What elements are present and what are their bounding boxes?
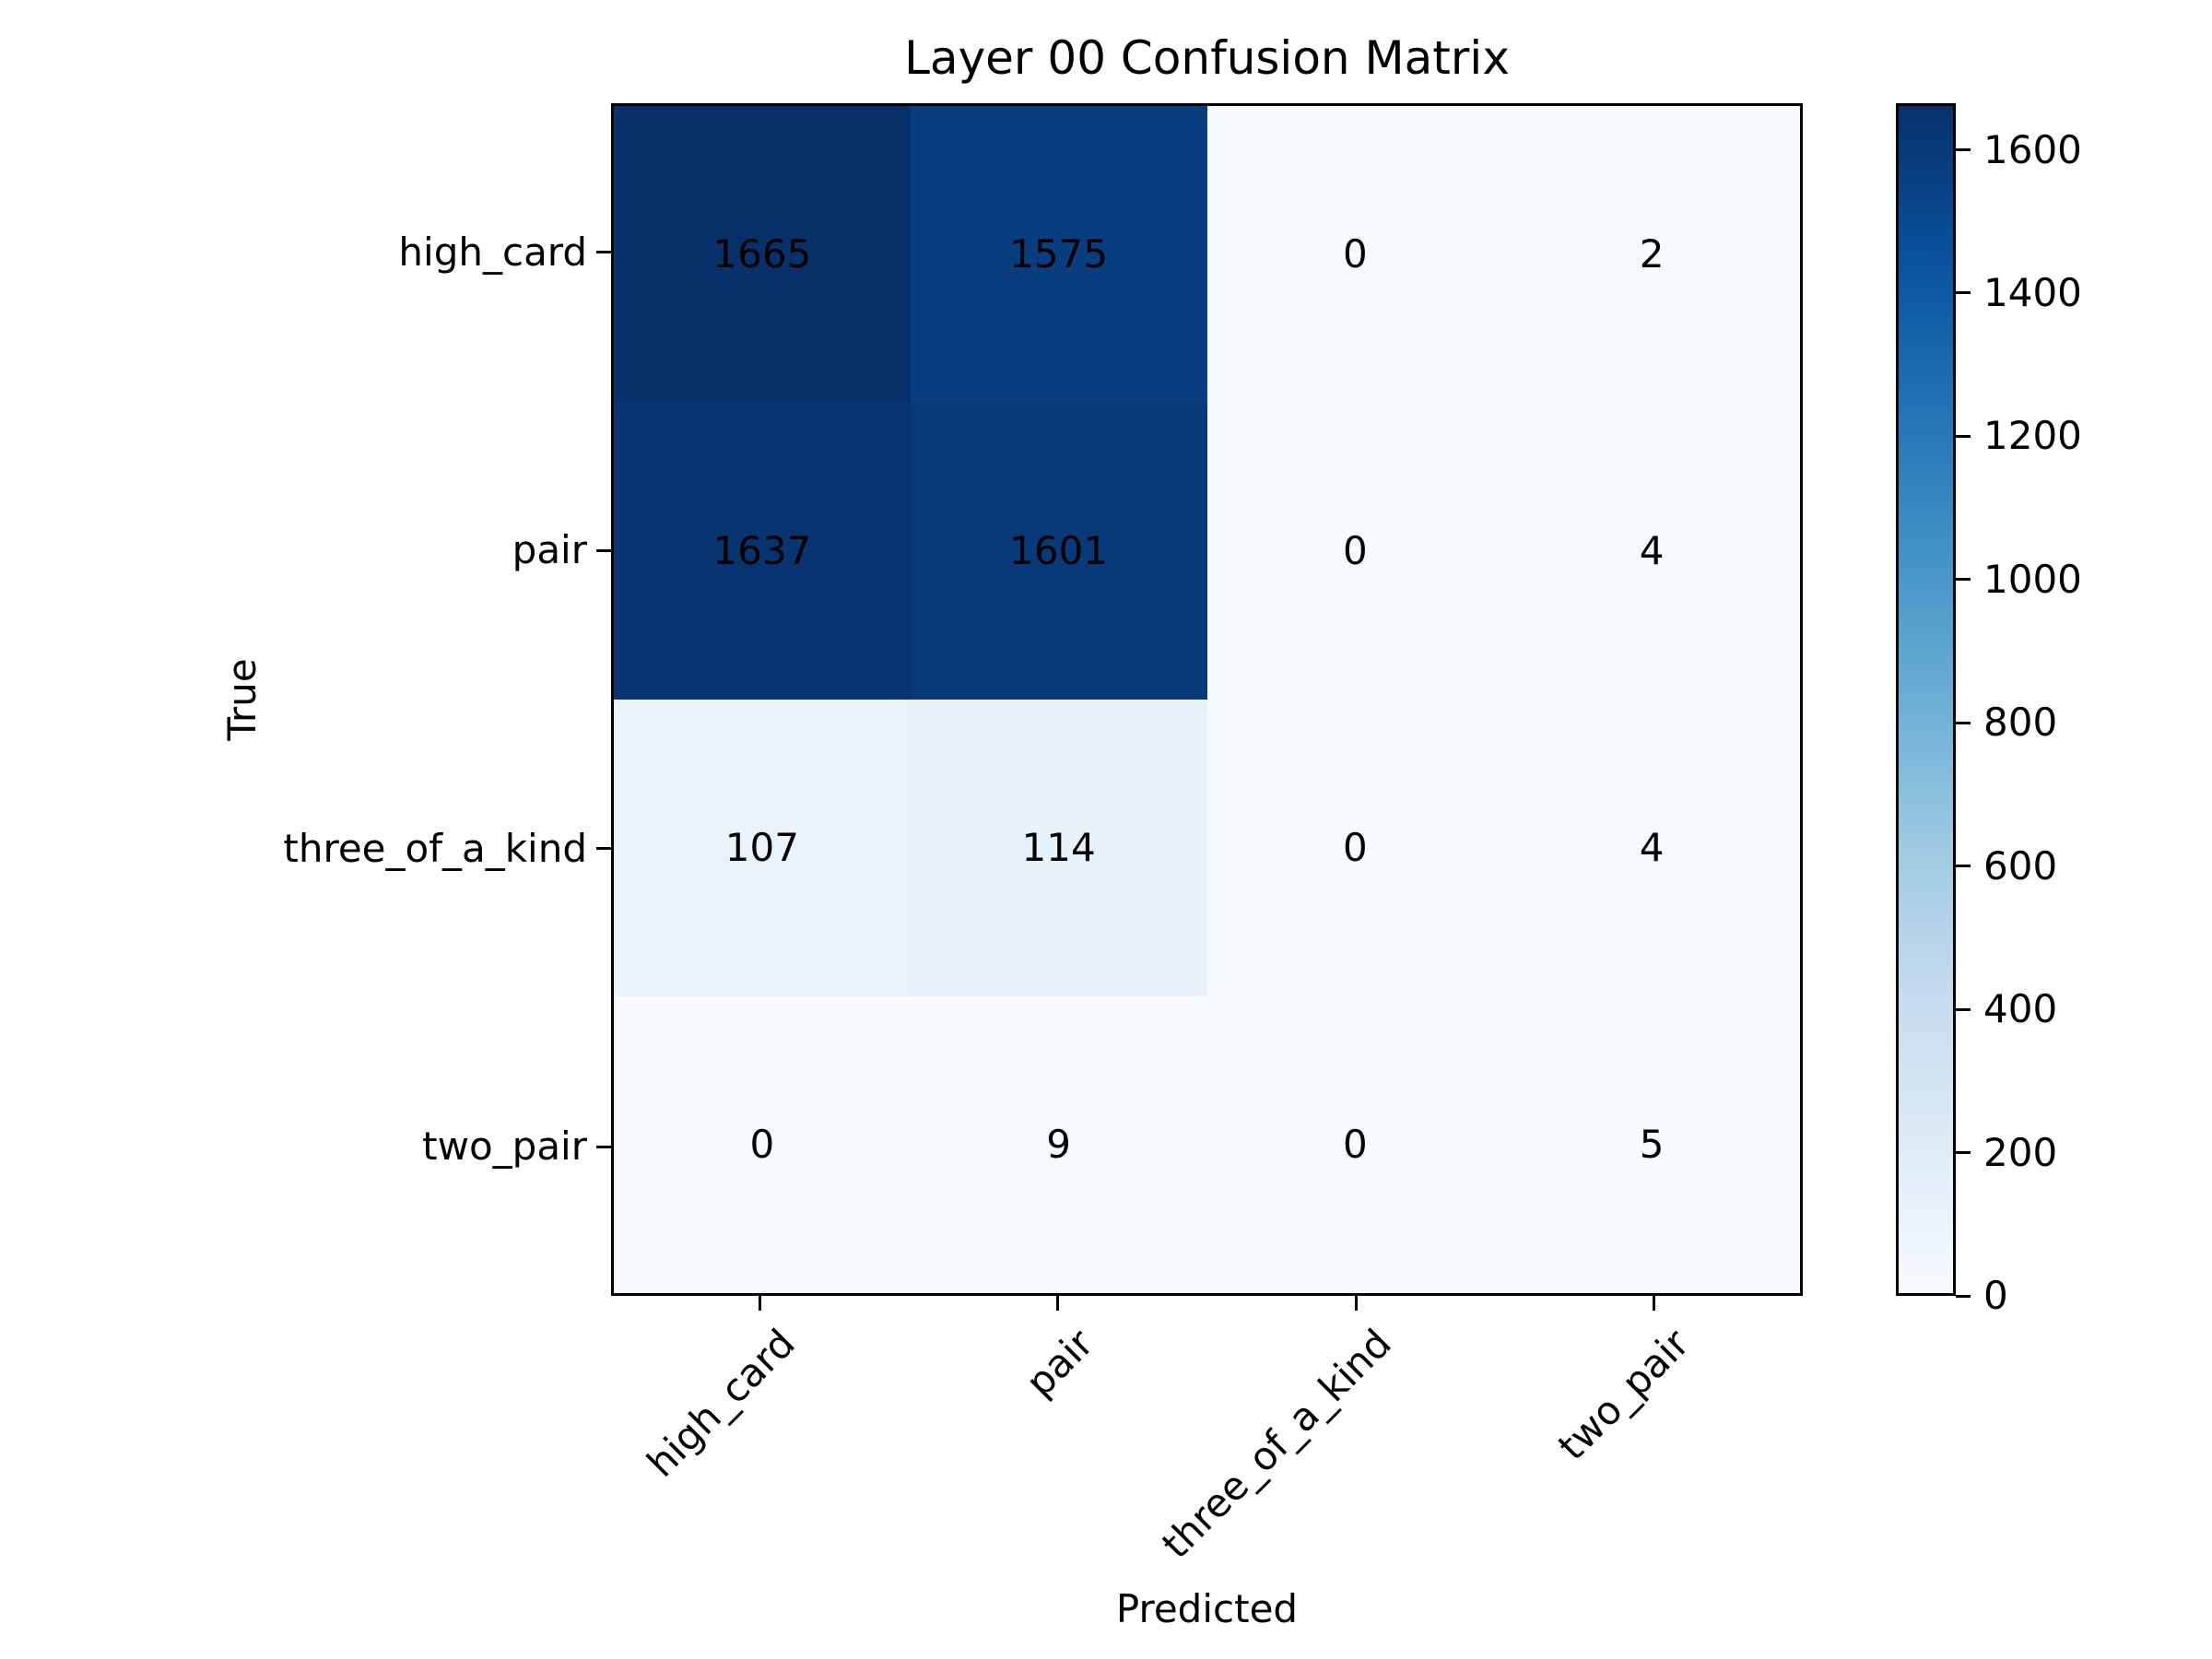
x-tickmark [759,1296,762,1311]
matrix-cell: 4 [1503,403,1800,700]
matrix-cell: 0 [1206,403,1504,700]
y-tickmark [596,847,611,851]
x-tick-label: two_pair [1548,1320,1698,1469]
x-tickmark [1354,1296,1358,1311]
matrix-cell: 4 [1503,700,1800,996]
cell-value: 9 [1046,1122,1071,1167]
matrix-cell: 1575 [910,106,1207,403]
colorbar-tick-label: 1200 [1983,413,2082,459]
x-tickmark [1056,1296,1060,1311]
matrix-cell: 107 [614,700,911,996]
colorbar-tickmark [1956,434,1971,438]
colorbar-tickmark [1956,148,1971,152]
colorbar-tickmark [1956,578,1971,582]
colorbar-tick-label: 1600 [1983,126,2082,172]
x-tick-label: pair [1016,1320,1102,1406]
colorbar-tickmark [1956,1294,1971,1298]
matrix-cell: 0 [1206,700,1504,996]
x-tickmark [1652,1296,1655,1311]
matrix-cell: 0 [1206,996,1504,1293]
colorbar-tick-label: 400 [1983,986,2058,1032]
x-tick-label: high_card [638,1320,804,1486]
matrix-cell: 1665 [614,106,911,403]
matrix-cell: 0 [614,996,911,1293]
colorbar-tick-label: 1000 [1983,556,2082,602]
colorbar-tickmark [1956,721,1971,724]
matrix-cell: 1637 [614,403,911,700]
cell-value: 1575 [1009,231,1109,276]
cell-value: 0 [1343,231,1368,276]
cell-value: 1665 [712,231,812,276]
cell-value: 107 [724,825,799,870]
matrix-cell: 9 [910,996,1207,1293]
chart-title: Layer 00 Confusion Matrix [904,31,1510,85]
y-tick-label: pair [512,527,587,573]
y-tickmark [596,251,611,254]
matrix-cell: 114 [910,700,1207,996]
y-tickmark [596,1145,611,1148]
colorbar-tick-label: 200 [1983,1129,2058,1175]
matrix-cell: 2 [1503,106,1800,403]
y-tick-label: high_card [398,229,587,275]
cell-value: 0 [1343,1122,1368,1167]
colorbar-tickmark [1956,291,1971,295]
cell-value: 5 [1639,1122,1665,1167]
y-axis-label: True [219,658,265,741]
matrix-cell: 1601 [910,403,1207,700]
colorbar-tickmark [1956,865,1971,868]
heatmap-grid: 1665 1575 0 2 1637 1601 0 4 107 114 0 4 0 9 0 5 [611,103,1803,1296]
matrix-cell: 5 [1503,996,1800,1293]
cell-value: 0 [1343,825,1368,870]
y-tick-label: three_of_a_kind [283,825,587,871]
cell-value: 0 [749,1122,775,1167]
colorbar-tick-label: 600 [1983,842,2058,888]
y-tick-label: two_pair [422,1124,587,1170]
colorbar-tick-label: 1400 [1983,269,2082,315]
colorbar-tick-label: 800 [1983,700,2058,746]
y-tickmark [596,548,611,552]
x-axis-label: Predicted [1115,1586,1299,1631]
cell-value: 0 [1343,528,1368,573]
colorbar-tick-label: 0 [1983,1273,2008,1318]
cell-value: 1637 [712,528,812,573]
cell-value: 114 [1021,825,1096,870]
matrix-cell: 0 [1206,106,1504,403]
colorbar-tickmark [1956,1007,1971,1011]
x-tick-label: three_of_a_kind [1152,1320,1400,1568]
cell-value: 4 [1639,825,1665,870]
cell-value: 1601 [1009,528,1109,573]
cell-value: 2 [1639,231,1665,276]
colorbar-gradient [1896,103,1956,1296]
cell-value: 4 [1639,528,1665,573]
colorbar-tickmark [1956,1151,1971,1155]
